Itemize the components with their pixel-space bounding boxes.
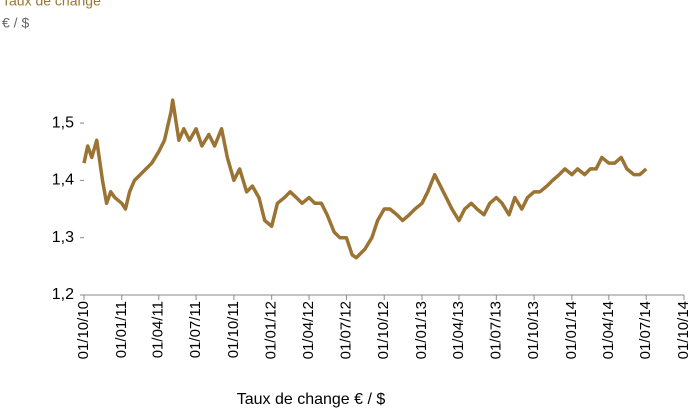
price-line [82, 98, 648, 260]
y-tick-label: 1,3 [52, 229, 74, 246]
chart-subtitle: € / $ [2, 15, 29, 31]
x-tick-label: 01/10/12 [375, 301, 392, 359]
y-tick-label: 1,5 [52, 114, 74, 131]
x-tick-label: 01/01/14 [563, 301, 580, 359]
x-tick-label: 01/01/11 [113, 301, 130, 358]
x-tick-label: 01/04/12 [300, 301, 317, 359]
y-tick-label: 1,4 [52, 172, 74, 189]
x-tick-label: 01/07/13 [487, 301, 504, 359]
x-tick-label: 01/10/11 [225, 301, 242, 358]
chart-title: Taux de change [2, 0, 101, 9]
x-tick-label: 01/07/14 [637, 301, 654, 359]
x-tick-label: 01/07/12 [337, 301, 354, 359]
x-tick-label: 01/04/14 [600, 301, 617, 359]
y-tick-label: 1,2 [52, 286, 74, 303]
x-tick-label: 01/10/14 [675, 301, 688, 359]
x-tick-label: 01/04/13 [450, 301, 467, 359]
x-tick-label: 01/07/11 [187, 301, 204, 358]
x-tick-label: 01/01/13 [413, 301, 430, 359]
x-tick-label: 01/01/12 [263, 301, 280, 359]
x-tick-label: 01/10/13 [525, 301, 542, 359]
x-tick-label: 01/04/11 [150, 301, 167, 358]
x-tick-label: 01/10/10 [75, 301, 92, 359]
x-axis-label: Taux de change € / $ [237, 391, 386, 408]
